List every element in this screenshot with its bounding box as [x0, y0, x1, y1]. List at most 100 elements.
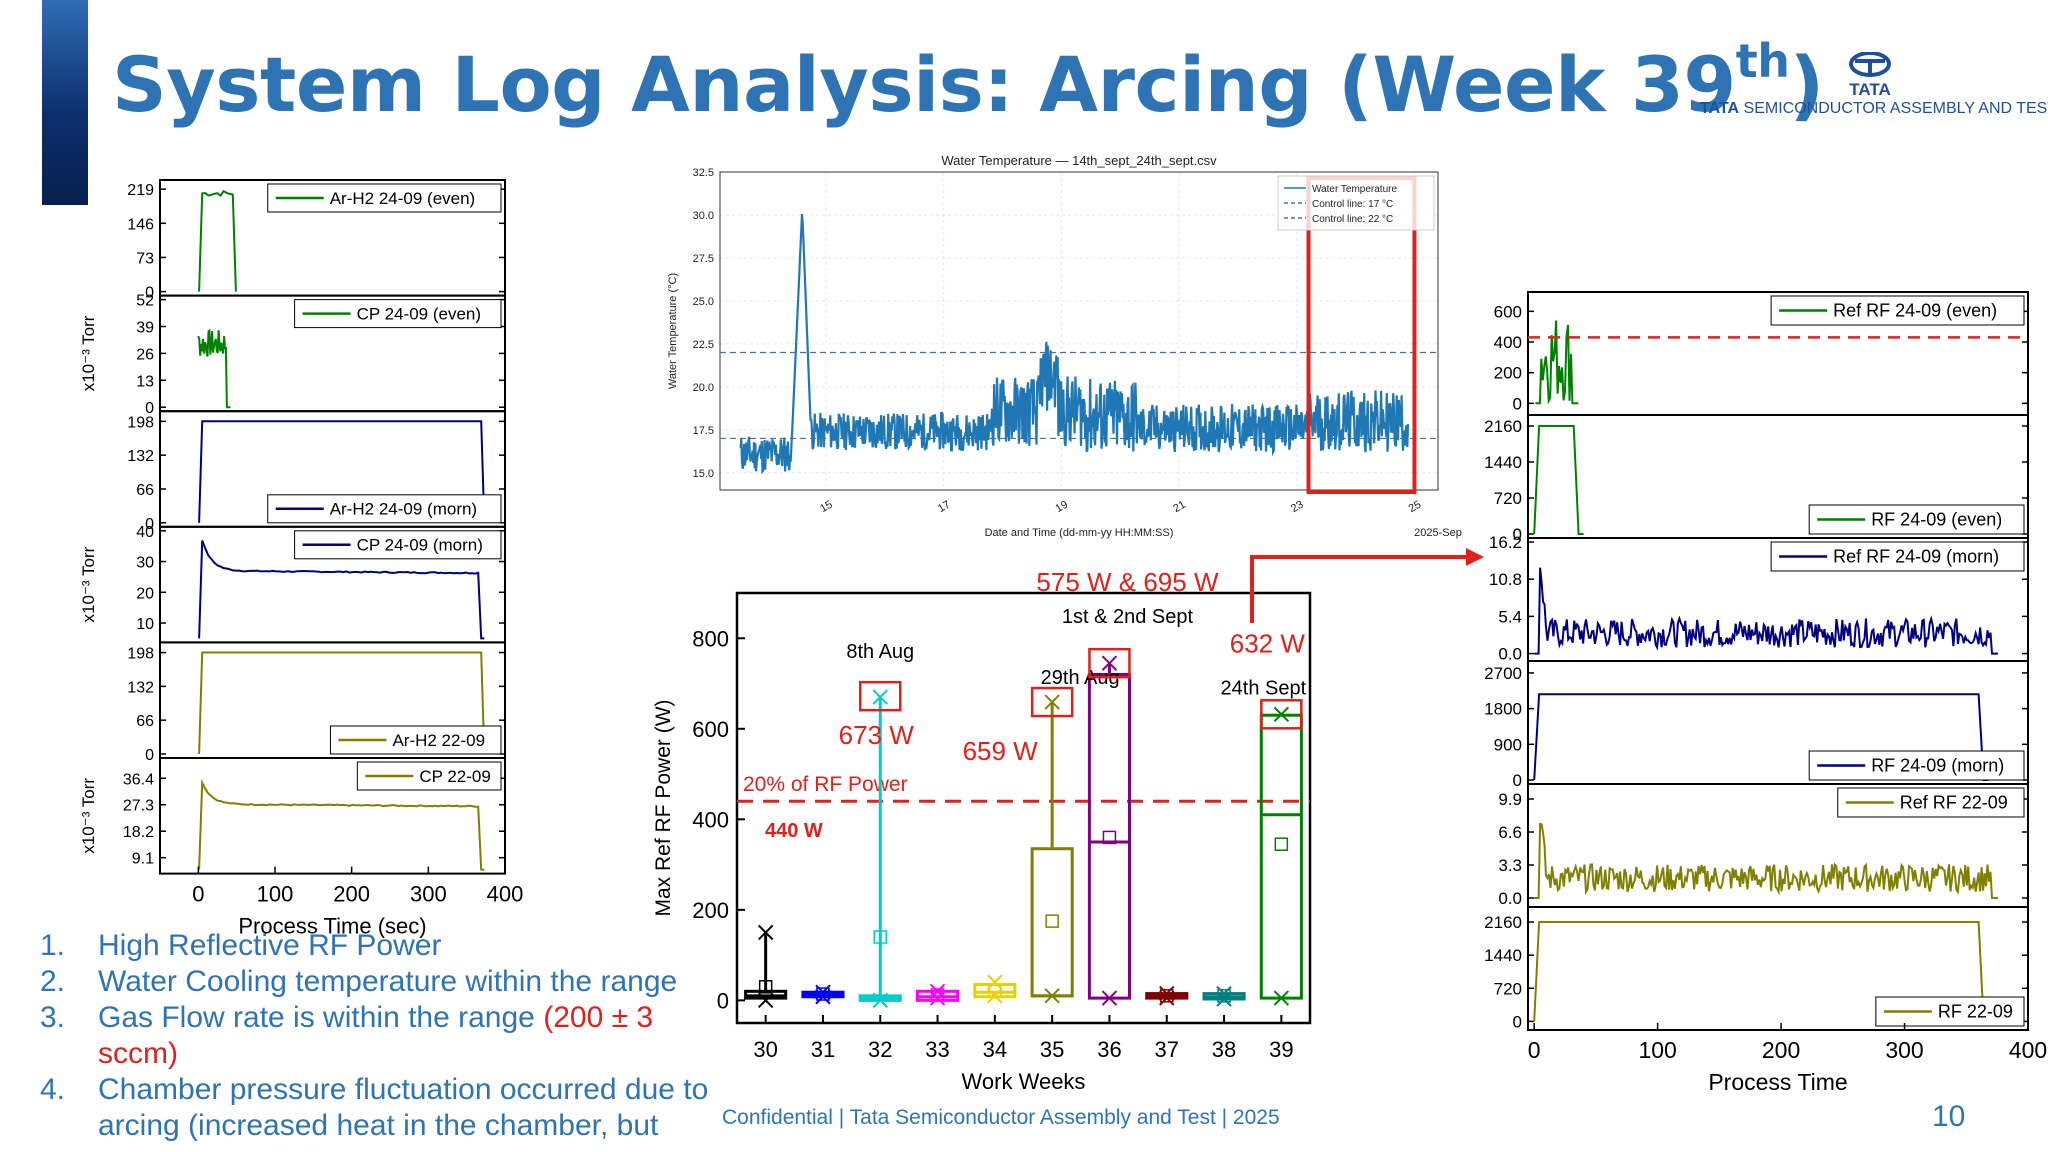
box-mean-marker	[1160, 989, 1174, 1003]
y-tick-label: 20	[136, 585, 154, 602]
annotation-date: 8th Aug	[846, 641, 914, 663]
annotation-value: 632 W	[1230, 628, 1306, 658]
threshold-label: 20% of RF Power	[743, 773, 908, 796]
connector-arrow-head	[1466, 548, 1484, 566]
box-extreme-marker	[987, 988, 1003, 1004]
x-tick-label: 300	[1885, 1037, 1923, 1063]
box-body	[1030, 847, 1074, 998]
y-tick-label: 720	[1494, 489, 1522, 508]
plot-frame	[735, 591, 1312, 1025]
x-axis-label: Work Weeks	[962, 1069, 1086, 1094]
series-line	[1534, 822, 1998, 899]
legend-label: Ref RF 24-09 (even)	[1833, 301, 1997, 321]
y-tick-label: 146	[127, 216, 154, 233]
x-tick-label: 21	[1171, 499, 1188, 516]
box-mean-marker	[1102, 830, 1117, 845]
left-gas-pressure-charts: 219 146 73 0 Ar-H2 24-09 (even) 52 39 26 13 0 CP 2…	[79, 179, 524, 939]
x-tick-label: 39	[1269, 1037, 1293, 1062]
y-tick-label: 198	[127, 414, 154, 431]
finding-text: Water Cooling temperature within the ran…	[98, 965, 678, 998]
x-tick-label: 33	[925, 1037, 949, 1062]
connector-arrow-line	[1250, 555, 1468, 623]
y-tick-label: 400	[692, 807, 729, 832]
series-line	[1534, 567, 1998, 655]
x-tick-label: 300	[410, 882, 447, 907]
water-temperature-chart: Water Temperature — 14th_sept_24th_sept.…	[667, 153, 1462, 539]
y-tick-label: 0	[1513, 394, 1522, 413]
legend-label: Ref RF 22-09	[1900, 793, 2008, 813]
logo-company-name: TATA SEMICONDUCTOR ASSEMBLY AND TEST	[1700, 100, 2048, 118]
x-tick-label: 15	[818, 499, 835, 516]
x-tick-label: 400	[487, 882, 524, 907]
finding-highlight: (200 ± 3 sccm)	[98, 1001, 654, 1070]
y-tick-label: 9.1	[132, 851, 154, 868]
y-tick-label: 9.9	[1498, 790, 1522, 809]
x-tick-label: 36	[1097, 1037, 1121, 1062]
y-tick-label: 0.0	[1498, 889, 1522, 908]
finding-text: Gas Flow rate is within the range	[98, 1001, 544, 1034]
series-line	[198, 189, 237, 292]
plot-frame	[719, 171, 1439, 491]
x-tick-label: 34	[983, 1037, 1007, 1062]
annotation-value: 673 W	[839, 720, 915, 750]
y-tick-label: 600	[692, 717, 729, 742]
box-mean-marker	[1217, 989, 1231, 1003]
page-number: 10	[1932, 1100, 1966, 1133]
y-tick-label: 20.0	[693, 382, 714, 394]
legend-label: Ar-H2 24-09 (even)	[330, 189, 476, 208]
y-tick-label: 13	[136, 373, 154, 390]
x-tick-label: 200	[1762, 1037, 1800, 1063]
y-tick-label: 2700	[1484, 664, 1522, 683]
legend-label: Ar-H2 24-09 (morn)	[330, 500, 477, 519]
annotation-box	[1030, 686, 1074, 718]
x-axis-label: Process Time (sec)	[238, 914, 426, 939]
y-axis-label: Water Temperature (°C)	[667, 273, 679, 389]
legend-label: CP 24-09 (even)	[357, 304, 481, 323]
box-mean-marker	[1045, 914, 1059, 928]
panel-frame	[159, 757, 506, 875]
y-tick-label: 17.5	[693, 425, 714, 437]
box-extreme-marker	[872, 992, 888, 1009]
logo-name-bold: TATA	[1700, 100, 1740, 117]
y-tick-label: 132	[127, 448, 154, 465]
annotation-box	[859, 680, 902, 712]
box-extreme-marker	[872, 689, 888, 705]
finding-item: 3. Gas Flow rate is within the range (200…	[40, 1000, 740, 1072]
box-extreme-marker	[1159, 985, 1175, 1002]
title-close: )	[1789, 40, 1825, 129]
legend-label: RF 24-09 (morn)	[1871, 756, 2004, 776]
box-mean-marker	[758, 980, 773, 994]
page-title: System Log Analysis: Arcing (Week 39th)	[112, 34, 1825, 129]
y-tick-label: 39	[136, 320, 154, 337]
y-tick-label: 0	[717, 988, 729, 1013]
x-tick-label: 31	[811, 1037, 835, 1062]
y-tick-label: 73	[136, 250, 154, 267]
y-tick-label: 15.0	[693, 468, 714, 480]
box-mean-marker	[873, 930, 887, 944]
y-tick-label: 5.4	[1498, 607, 1522, 626]
legend-box	[1277, 175, 1435, 231]
y-tick-label: 52	[136, 293, 154, 310]
finding-text: Chamber pressure fluctuation occurred du…	[98, 1073, 709, 1142]
series-line	[198, 420, 486, 523]
box-mean-marker	[930, 988, 945, 1002]
box-extreme-marker	[1273, 706, 1290, 723]
annotation-value: 575 W & 695 W	[1036, 567, 1219, 597]
series-line	[198, 540, 485, 640]
x-axis-label: Date and Time (dd-mm-yy HH:MM:SS)	[985, 527, 1174, 539]
finding-number: 3.	[40, 1001, 66, 1034]
y-tick-label: 720	[1494, 979, 1522, 998]
y-tick-label: 32.5	[693, 167, 714, 179]
annotation-box	[1260, 699, 1303, 730]
y-tick-label: 198	[127, 646, 154, 663]
threshold-value-label: 440 W	[765, 820, 823, 842]
legend-label: CP 22-09	[419, 767, 491, 786]
annotation-date: 1st & 2nd Sept	[1062, 606, 1194, 628]
y-tick-label: 36.4	[123, 771, 154, 788]
legend-label: Control line: 22 °C	[1312, 214, 1393, 225]
x-tick-label: 100	[1638, 1037, 1676, 1063]
panel-frame	[1527, 906, 2029, 1031]
y-tick-label: 219	[127, 182, 154, 199]
right-rf-power-charts: 600 400 200 0 Ref RF 24-09 (even) 2160 1440 720…	[1484, 291, 2047, 1095]
y-tick-label: 30.0	[693, 210, 714, 222]
